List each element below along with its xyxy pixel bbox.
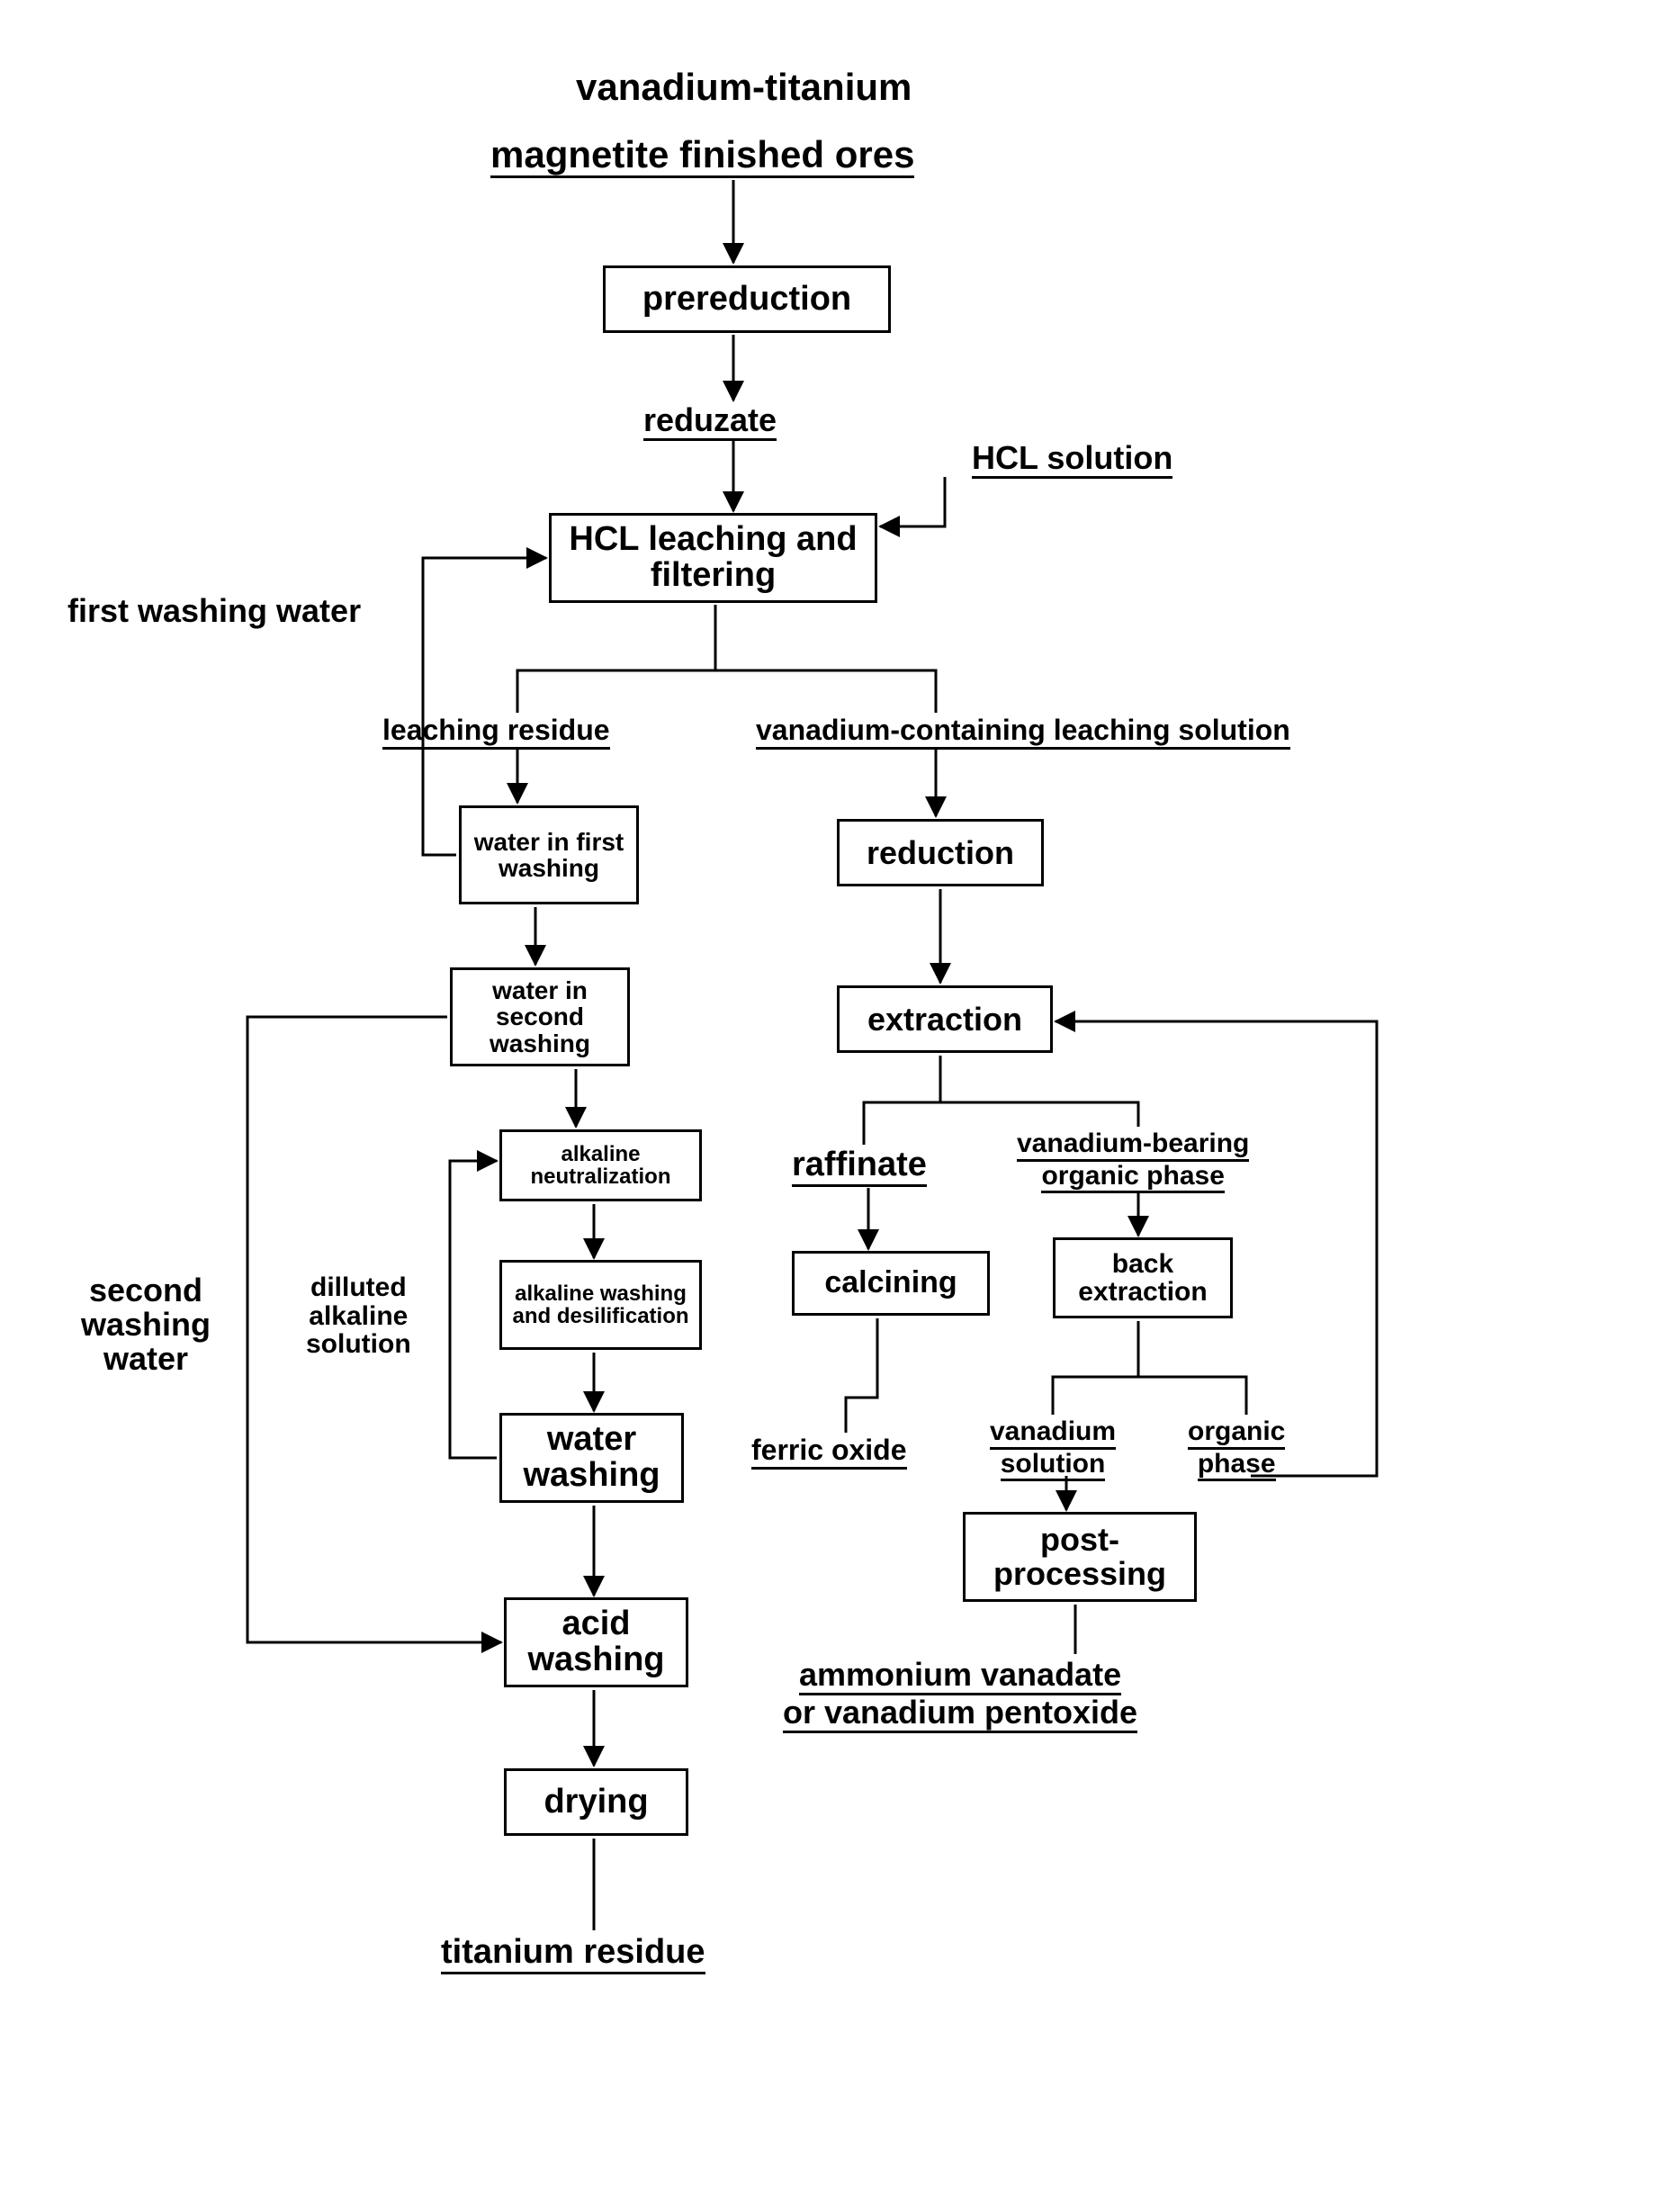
label-organic-phase: organicphase [1188,1417,1285,1481]
label-reduzate: reduzate [643,403,777,441]
edge-split1-leaching-residue [517,670,715,713]
label-ammonium-vanadate: ammonium vanadateor vanadium pentoxide [783,1658,1137,1733]
edge-split2-raffinate [864,1102,940,1145]
node-extraction: extraction [837,985,1053,1053]
label-vanadium-solution: vanadiumsolution [990,1417,1116,1481]
node-alk-neutral: alkaline neutralization [499,1129,702,1201]
label-diluted-alk: dilluted alkaline solution [306,1273,411,1359]
label-titanium-residue: titanium residue [441,1935,705,1974]
edge-split2-v-organic-phase [940,1102,1138,1127]
edge-water-washing-alk-neutral [450,1161,497,1458]
label-title1: vanadium-titanium [576,67,912,107]
node-hcl-leach: HCL leaching and filtering [549,513,877,603]
node-back-extraction: back extraction [1053,1237,1233,1318]
edge-split1-v-leach-solution [715,670,936,713]
label-raffinate: raffinate [792,1147,927,1187]
flowchart-canvas: prereduction HCL leaching and filtering wa… [0,0,1680,2185]
node-reduction: reduction [837,819,1044,886]
label-leaching-residue: leaching residue [382,715,610,750]
node-drying: drying [504,1768,688,1836]
label-hcl-solution: HCL solution [972,441,1172,479]
node-post-processing: post- processing [963,1512,1197,1602]
edge-split3-organic-phase [1138,1377,1246,1415]
label-first-wash-water: first washing water [67,594,361,628]
edge-split3-vanadium-solution [1053,1377,1138,1415]
edge-calcining-ferric-oxide [846,1318,877,1433]
label-ferric-oxide: ferric oxide [751,1435,907,1470]
node-second-washing: water in second washing [450,967,630,1066]
label-v-organic-phase: vanadium-bearingorganic phase [1017,1129,1249,1193]
node-alk-wash: alkaline washing and desilification [499,1260,702,1350]
node-acid-washing: acid washing [504,1597,688,1687]
node-calcining: calcining [792,1251,990,1316]
label-v-leach-solution: vanadium-containing leaching solution [756,715,1290,750]
node-water-washing: water washing [499,1413,684,1503]
label-second-wash-water: second washing water [81,1273,211,1375]
label-title2: magnetite finished ores [490,135,914,178]
edge-hcl-solution-hcl-leach [880,477,945,526]
node-first-washing: water in first washing [459,805,639,904]
node-prereduction: prereduction [603,265,891,333]
